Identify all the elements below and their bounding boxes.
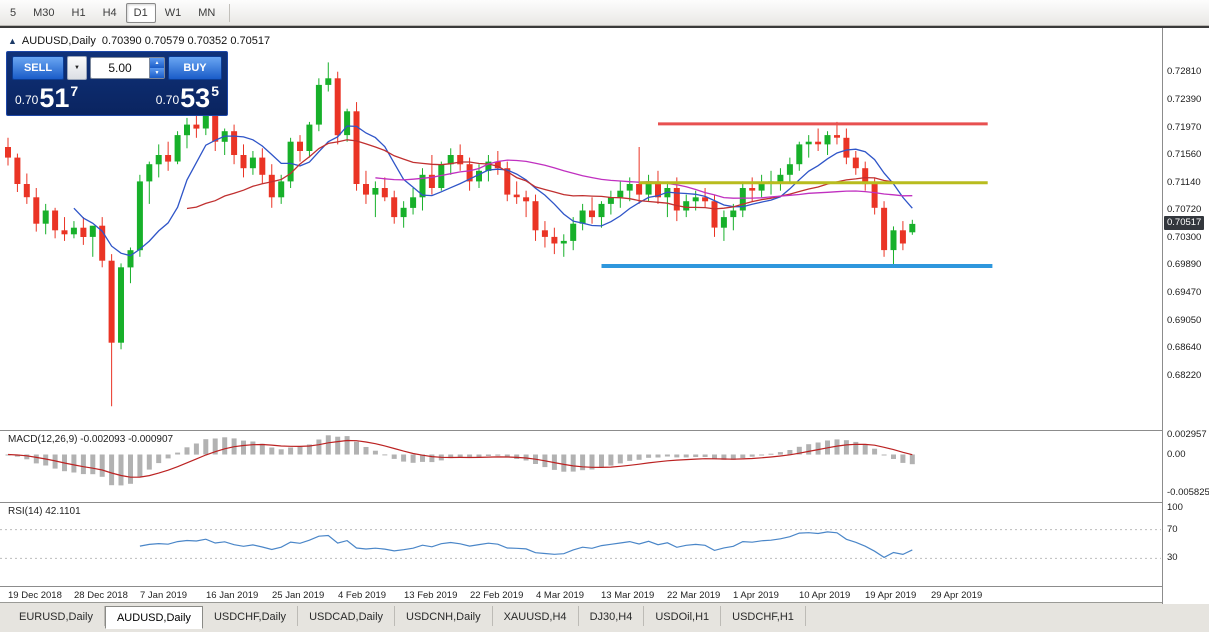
date-axis-label: 4 Feb 2019 [338,590,387,601]
timeframe-button-5[interactable]: 5 [10,6,17,19]
price-axis-label: 0.68220 [1167,370,1202,381]
arrow-down-icon: ▼ [154,70,160,76]
trade-panel-controls: SELL ▼ 5.00 ▲ ▼ BUY [12,56,222,80]
price-axis-label: 0.70720 [1167,204,1202,215]
chart-tab-usdoil-h1[interactable]: USDOil,H1 [644,606,722,626]
macd-scale-label: 0.00 [1167,449,1186,460]
date-axis-label: 10 Apr 2019 [799,590,851,601]
sell-price-prefix: 0.70 [15,93,39,107]
rsi-canvas[interactable] [0,502,1161,586]
price-axis-label: 0.72810 [1167,66,1202,77]
volume-input[interactable]: 5.00 [108,61,132,75]
date-axis-label: 13 Mar 2019 [601,590,655,601]
timeframe-button-h4[interactable]: H4 [102,6,117,19]
date-axis-label: 16 Jan 2019 [206,590,259,601]
buy-price-display[interactable]: 0.70 53 5 [155,83,219,114]
sell-price-big: 51 [39,83,70,114]
price-axis-label: 0.69470 [1167,287,1202,298]
timeframe-button-w1[interactable]: W1 [164,6,182,19]
ohlc-values: 0.70390 0.70579 0.70352 0.70517 [101,35,271,47]
chevron-down-icon: ▼ [74,65,80,71]
chart-tab-usdchf-h1[interactable]: USDCHF,H1 [721,606,806,626]
trade-panel-quotes: 0.70 51 7 0.70 53 5 [12,80,222,114]
ma-slow [375,159,913,199]
price-axis-label: 0.70300 [1167,232,1202,243]
date-axis-label: 1 Apr 2019 [733,590,779,601]
macd-scale-label: -0.005825 [1167,487,1209,498]
chart-tab-eurusd-daily[interactable]: EURUSD,Daily [8,606,105,626]
chart-region: ▲ AUDUSD,Daily 0.70390 0.70579 0.70352 0… [0,26,1209,604]
timeframe-button-d1[interactable]: D1 [125,2,156,23]
volume-spin-buttons: ▲ ▼ [149,58,164,78]
sell-button[interactable]: SELL [12,56,64,80]
chart-tab-usdchf-daily[interactable]: USDCHF,Daily [203,606,299,626]
date-axis-label: 25 Jan 2019 [272,590,325,601]
price-axis-label: 0.71140 [1167,177,1201,188]
macd-label: MACD(12,26,9) -0.002093 -0.000907 [8,434,174,445]
buy-price-big: 53 [180,83,211,114]
main-chart-canvas[interactable] [0,28,1161,430]
date-axis-label: 19 Apr 2019 [865,590,917,601]
one-click-trade-panel: SELL ▼ 5.00 ▲ ▼ BUY 0.70 51 7 [6,51,228,116]
buy-price-pip: 5 [211,83,219,99]
price-axis[interactable]: 0.72810 0.72390 0.71970 0.71560 0.71140 0.707… [1162,28,1209,604]
volume-stepper: 5.00 ▲ ▼ [90,57,165,79]
date-axis-label: 4 Mar 2019 [536,590,585,601]
ma-medium [186,139,913,210]
date-axis-label: 19 Dec 2018 [8,590,62,601]
order-options-dropdown[interactable]: ▼ [67,56,87,80]
date-axis[interactable]: 19 Dec 2018 28 Dec 2018 7 Jan 2019 16 Jan 2… [0,586,1161,604]
volume-down-button[interactable]: ▼ [150,68,164,78]
toolbar-separator [229,3,231,22]
chart-tab-audusd-daily[interactable]: AUDUSD,Daily [104,606,203,629]
chart-tab-dj30-h4[interactable]: DJ30,H4 [579,606,645,626]
symbol-ohlc-label: ▲ AUDUSD,Daily 0.70390 0.70579 0.70352 0… [8,35,270,47]
current-price-badge: 0.70517 [1164,216,1205,230]
date-axis-label: 7 Jan 2019 [140,590,188,601]
chart-tab-usdcnh-daily[interactable]: USDCNH,Daily [395,606,493,626]
macd-canvas[interactable] [0,430,1161,502]
buy-price-prefix: 0.70 [155,93,180,107]
volume-up-button[interactable]: ▲ [150,58,164,68]
rsi-label: RSI(14) 42.1101 [8,506,81,517]
buy-button[interactable]: BUY [168,56,222,80]
macd-scale-label: 0.002957 [1167,429,1207,440]
sell-price-pip: 7 [70,83,79,99]
timeframe-button-mn[interactable]: MN [198,6,216,19]
timeframe-button-h1[interactable]: H1 [71,6,86,19]
macd-panel-separator[interactable] [0,430,1209,431]
rsi-panel-separator[interactable] [0,502,1209,503]
rsi-scale-label: 70 [1167,524,1178,535]
sell-price-display[interactable]: 0.70 51 7 [15,83,79,114]
chart-tabbar: EURUSD,Daily AUDUSD,Daily USDCHF,Daily USDC… [0,602,1209,632]
price-axis-label: 0.68640 [1167,342,1202,353]
symbol-title: AUDUSD,Daily [21,35,96,47]
date-axis-label: 22 Mar 2019 [667,590,721,601]
timeframe-toolbar: 5 M30 H1 H4 D1 W1 MN [0,0,1209,26]
arrow-up-icon: ▲ [154,60,160,66]
price-axis-label: 0.69890 [1167,259,1202,270]
date-axis-label: 29 Apr 2019 [931,590,983,601]
price-axis-label: 0.71970 [1167,122,1202,133]
one-click-toggle-icon[interactable]: ▲ [8,36,17,46]
date-axis-label: 13 Feb 2019 [404,590,458,601]
rsi-scale-label: 30 [1167,552,1178,563]
price-axis-label: 0.69050 [1167,315,1202,326]
timeframe-button-m30[interactable]: M30 [33,6,55,19]
price-axis-label: 0.72390 [1167,94,1202,105]
date-axis-label: 22 Feb 2019 [470,590,524,601]
rsi-scale-label: 100 [1167,502,1183,513]
chart-tab-usdcad-daily[interactable]: USDCAD,Daily [298,606,396,626]
ma-fast [73,125,913,257]
date-axis-separator [0,586,1209,587]
date-axis-label: 28 Dec 2018 [74,590,128,601]
chart-tab-xauusd-h4[interactable]: XAUUSD,H4 [493,606,579,626]
price-axis-label: 0.71560 [1167,149,1202,160]
